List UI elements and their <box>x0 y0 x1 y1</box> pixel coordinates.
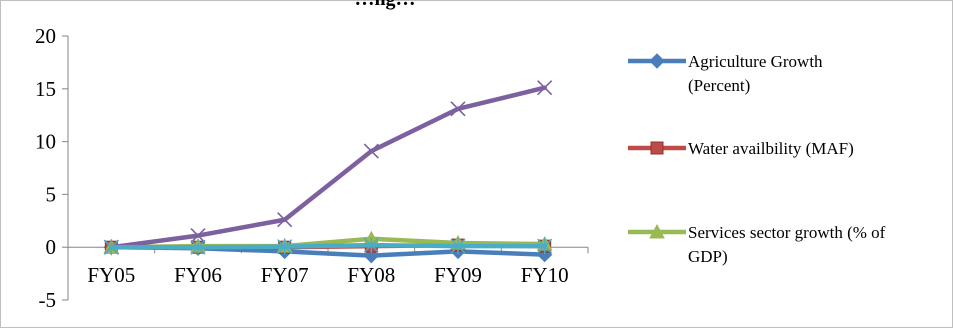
y-tick-label: 15 <box>35 77 56 101</box>
axes: -5 0 5 10 15 20 FY05 FY06 FY07 FY08 FY09 FY10 <box>35 24 589 312</box>
y-tick-label: 20 <box>35 24 56 48</box>
y-tick-label: -5 <box>39 288 57 312</box>
data-point <box>277 238 293 255</box>
y-tick-label: 5 <box>46 182 57 206</box>
x-tick-label: FY07 <box>261 263 309 287</box>
data-point <box>537 238 553 255</box>
chart-title: …ng… <box>354 0 415 10</box>
series-layer <box>103 80 553 264</box>
y-tick-label: 10 <box>35 130 56 154</box>
series-line <box>109 242 547 250</box>
x-tick-label: FY09 <box>434 263 482 287</box>
legend: Agriculture Growth (Percent) Water availbi… <box>628 52 886 266</box>
data-point <box>450 101 466 117</box>
legend-label: Agriculture Growth <box>688 52 823 71</box>
legend-swatch-marker <box>649 53 665 69</box>
legend-label: (Percent) <box>688 76 750 95</box>
legend-item: Agriculture Growth (Percent) <box>628 52 823 95</box>
x-tick-label: FY05 <box>87 263 135 287</box>
legend-item: Services sector growth (% of GDP) <box>628 223 886 266</box>
legend-label: Services sector growth (% of <box>688 223 886 242</box>
legend-item: Water availbility (MAF) <box>628 139 854 158</box>
data-point <box>277 212 293 228</box>
legend-swatch-marker <box>649 223 665 239</box>
legend-label: GDP) <box>688 247 728 266</box>
series-5 <box>103 237 553 256</box>
data-point <box>363 143 379 159</box>
series-line <box>109 85 547 250</box>
data-point <box>190 228 206 244</box>
data-point <box>450 238 466 255</box>
x-tick-label: FY06 <box>174 263 222 287</box>
legend-label: Water availbility (MAF) <box>688 139 854 158</box>
data-point <box>190 239 206 256</box>
data-point <box>363 237 379 254</box>
x-tick-label: FY10 <box>521 263 569 287</box>
data-point <box>103 239 119 256</box>
data-point <box>537 80 553 96</box>
y-tick-label: 0 <box>46 235 57 259</box>
legend-swatch-marker <box>650 141 664 155</box>
x-tick-label: FY08 <box>347 263 395 287</box>
